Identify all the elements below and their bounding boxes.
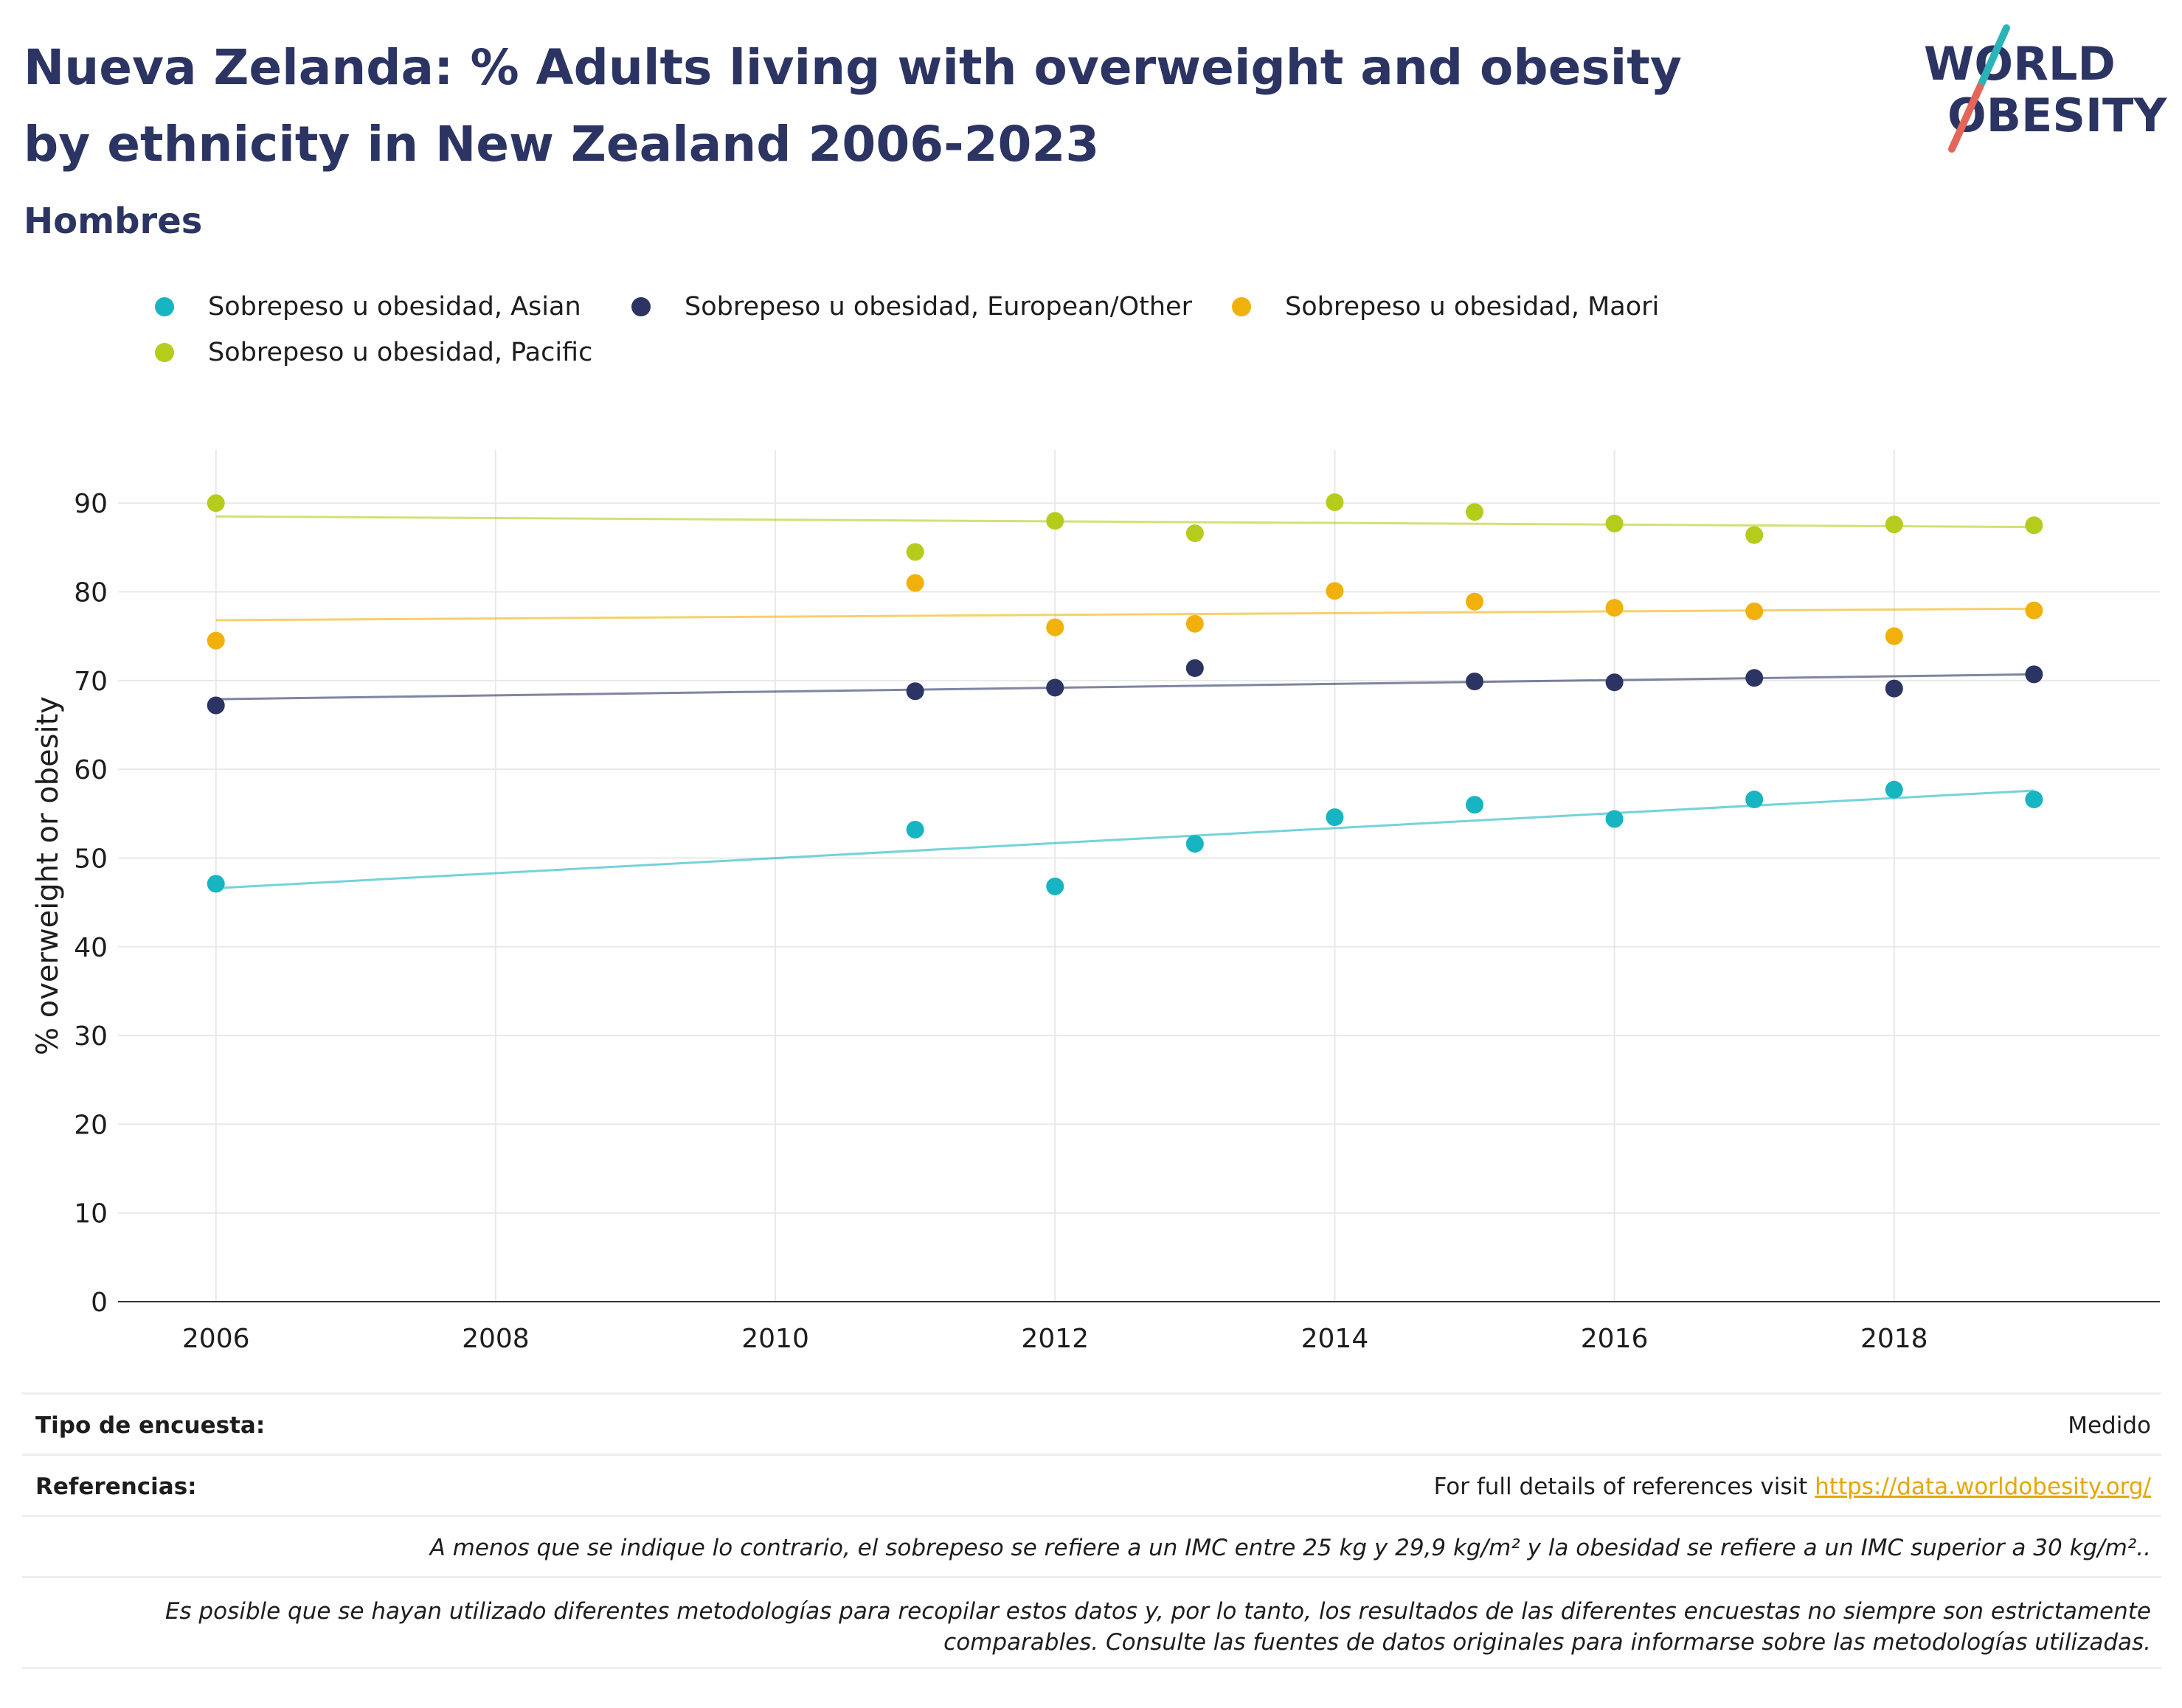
y-tick-label: 80 [74,578,108,608]
bmi-note: A menos que se indique lo contrario, el … [429,1535,2151,1561]
page-title: Nueva Zelanda: % Adults living with over… [24,39,1682,173]
x-tick-label: 2012 [1021,1324,1089,1354]
data-point [906,543,924,561]
legend-item-asian[interactable]: Sobrepeso u obesidad, Asian [155,292,581,322]
x-tick-label: 2016 [1581,1324,1649,1354]
references-text: For full details of references visit [1433,1473,1808,1500]
data-point [1326,493,1344,511]
trend-line [215,607,2034,622]
references-link[interactable]: https://data.worldobesity.org/ [1815,1473,2151,1500]
scatter-chart: 0 10 20 30 40 50 60 70 80 90 2006 2008 2010 2012 2014 2… [31,450,2160,1354]
trend-line [215,789,2034,889]
survey-type-label: Tipo de encuesta: [35,1412,266,1439]
legend-item-pacific[interactable]: Sobrepeso u obesidad, Pacific [155,338,592,367]
world-obesity-logo: WORLD OBESITY [1924,24,2167,153]
data-point [1466,796,1484,814]
data-point [906,682,924,701]
data-point [1885,627,1903,645]
bmi-note-row: A menos que se indique lo contrario, el … [22,1515,2161,1576]
x-tick-label: 2006 [182,1324,250,1354]
data-point [1605,673,1624,692]
data-point [1605,810,1624,828]
data-point [207,696,225,715]
data-point [906,820,924,839]
logo-word-world: WORLD [1924,37,2116,91]
data-point [2025,601,2043,619]
data-point [1185,835,1204,853]
survey-type-value: Medido [2068,1412,2151,1439]
logo-slash-bottom [1948,83,1984,153]
x-tick-label: 2010 [741,1324,809,1354]
logo-slash-top [1976,24,2010,91]
y-tick-label: 0 [91,1288,108,1318]
y-tick-label: 10 [74,1199,108,1229]
data-point [1605,599,1624,617]
data-point [1046,678,1064,697]
logo-word-obesity: OBESITY [1947,88,2167,142]
trend-line [215,515,2034,529]
y-tick-label: 60 [74,755,108,785]
data-point [207,494,225,513]
data-point [1326,582,1344,600]
data-point [2025,791,2043,809]
references-value: For full details of references visit htt… [1434,1473,2151,1500]
x-tick-label: 2014 [1301,1324,1369,1354]
data-point [2025,516,2043,535]
legend-label-maori: Sobrepeso u obesidad, Maori [1285,292,1660,322]
data-point [1185,659,1204,677]
legend-marker-maori [1232,297,1251,316]
legend-label-asian: Sobrepeso u obesidad, Asian [208,292,581,322]
data-point [1466,673,1484,691]
legend-item-maori[interactable]: Sobrepeso u obesidad, Maori [1232,292,1659,322]
data-point [207,631,225,650]
methods-note: Es posible que se hayan utilizado difere… [164,1598,2151,1656]
data-point [1046,877,1064,895]
data-point [1745,602,1764,620]
data-point [1185,614,1204,633]
data-point [1326,808,1344,827]
data-point [2025,665,2043,684]
y-tick-label: 90 [74,489,108,519]
data-point [1745,791,1764,809]
data-point [207,875,225,893]
y-tick-label: 70 [74,667,108,697]
legend-marker-pacific [155,343,174,362]
chart-subtitle: Hombres [24,201,203,242]
legend-marker-asian [155,297,174,316]
legend-marker-european-other [631,297,651,316]
data-point [1466,592,1484,611]
data-point [1605,514,1624,532]
data-point [1466,503,1484,521]
y-tick-label: 30 [74,1021,108,1052]
references-label: Referencias: [35,1473,197,1500]
data-point [1885,515,1903,534]
y-axis-label: % overweight or obesity [31,696,65,1055]
methods-note-row: Es posible que se hayan utilizado difere… [22,1576,2161,1669]
survey-type-row: Tipo de encuesta: Medido [22,1392,2161,1454]
data-point [1885,780,1903,799]
trend-line [215,673,2034,701]
data-point [1046,618,1064,636]
references-row: Referencias: For full details of referen… [22,1454,2161,1515]
x-tick-label: 2008 [462,1324,530,1354]
chart-footer: Tipo de encuesta: Medido Referencias: Fo… [22,1392,2161,1669]
data-point [1885,679,1903,698]
y-tick-label: 20 [74,1110,108,1140]
data-point [1745,526,1764,544]
data-point [1046,512,1064,530]
data-point [1745,669,1764,687]
x-tick-label: 2018 [1860,1324,1928,1354]
legend-item-european-other[interactable]: Sobrepeso u obesidad, European/Other [631,292,1192,322]
data-point [906,574,924,592]
y-tick-label: 40 [74,933,108,963]
legend-label-pacific: Sobrepeso u obesidad, Pacific [208,338,593,367]
data-point [1185,524,1204,543]
y-tick-label: 50 [74,844,108,874]
legend-label-european-other: Sobrepeso u obesidad, European/Other [685,292,1192,322]
